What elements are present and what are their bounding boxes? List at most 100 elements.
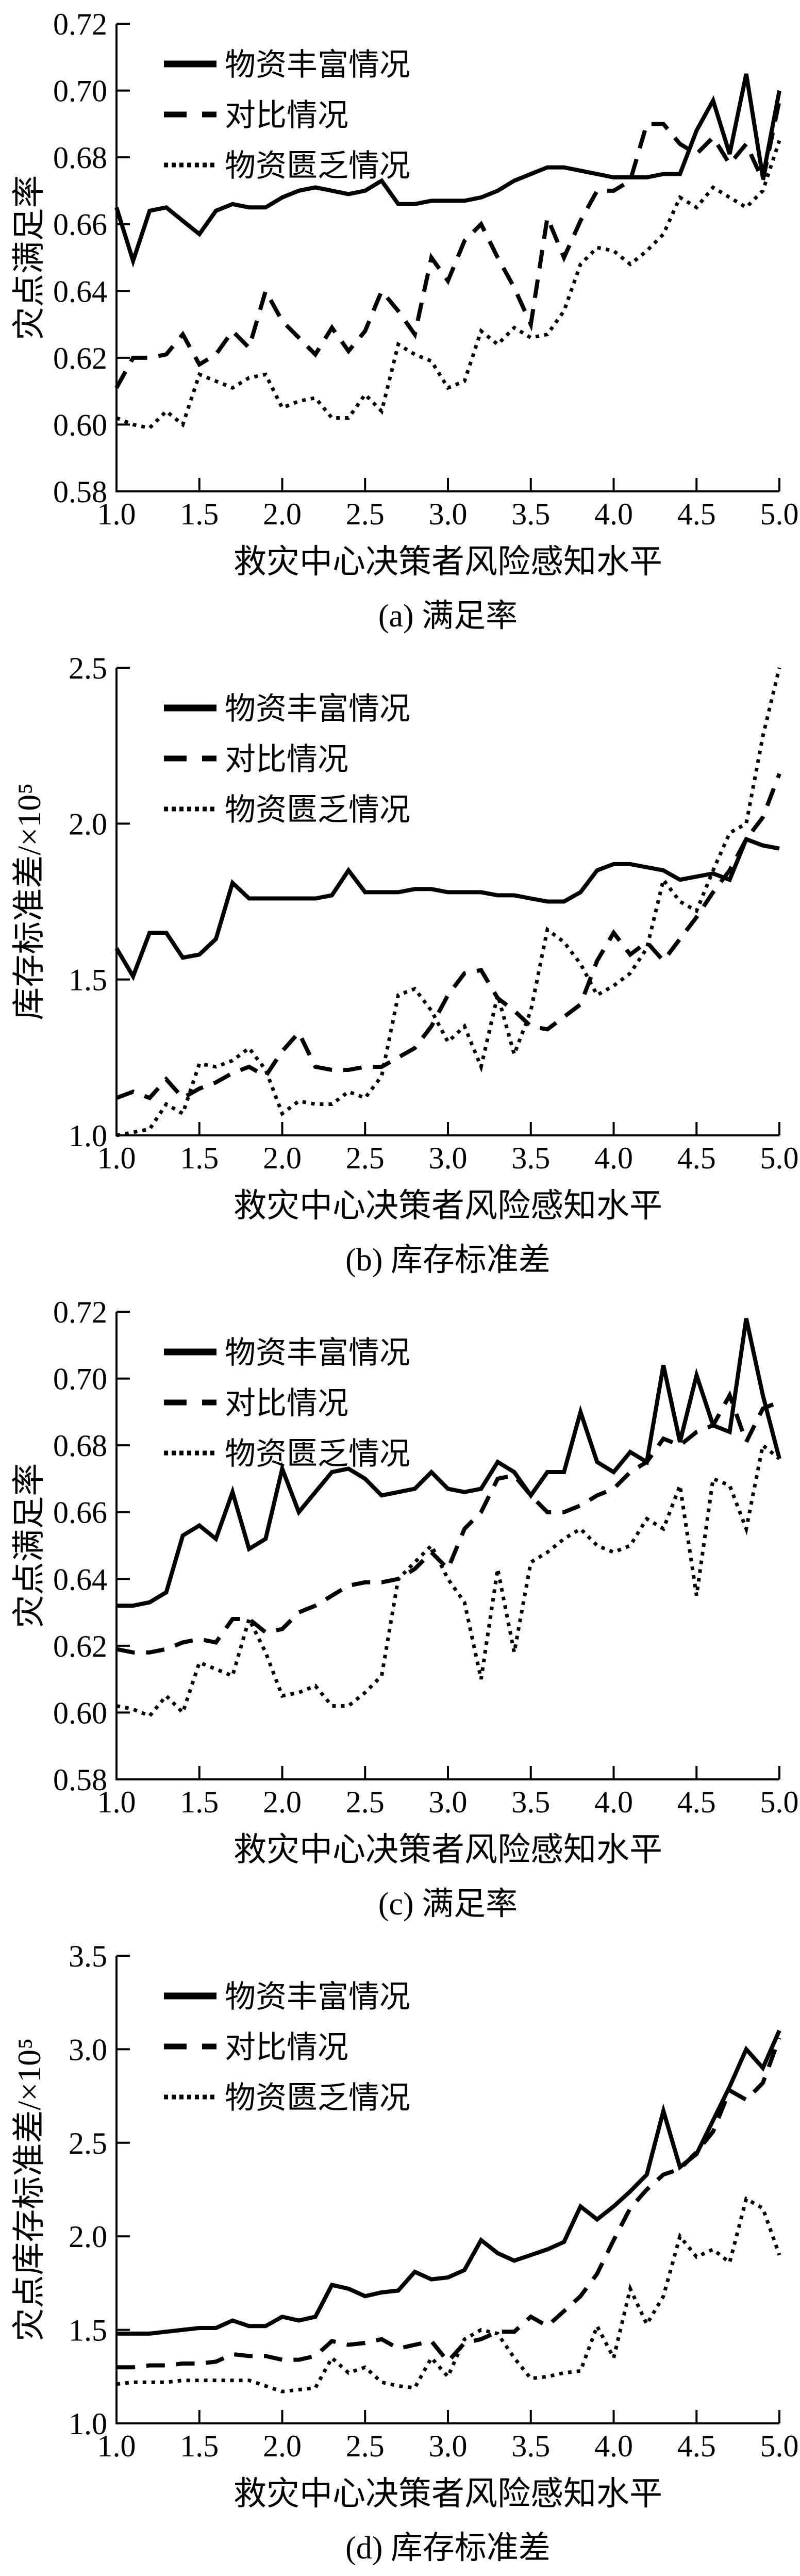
- y-tick-label: 1.5: [69, 963, 107, 997]
- chart-a-block: 0.58 0.60 0.62 0.64 0.66 0.68 0.70 0.72 1.0 1.5 2.…: [0, 0, 800, 644]
- x-tick-label: 5.0: [760, 2429, 799, 2463]
- y-tick-label: 0.58: [53, 1763, 107, 1797]
- x-tick-label: 3.5: [511, 1141, 550, 1175]
- x-axis-label: 救灾中心决策者风险感知水平: [234, 1831, 662, 1868]
- series-line-solid: [114, 73, 781, 268]
- series-line-dotted: [115, 140, 781, 430]
- y-tick-label: 2.5: [69, 2126, 107, 2160]
- y-tick-label: 0.70: [53, 74, 107, 108]
- x-tick-label: 1.5: [180, 1785, 219, 1819]
- x-tick-label: 1.0: [97, 1785, 136, 1819]
- y-tick-label: 0.72: [53, 1295, 107, 1329]
- series-line-solid: [114, 836, 780, 981]
- legend-label: 物资丰富情况: [225, 48, 410, 82]
- axis-spines: [115, 24, 779, 492]
- x-tick-label: 4.5: [677, 497, 716, 531]
- x-tick-label: 5.0: [760, 497, 799, 531]
- x-tick-label: 1.5: [180, 497, 219, 531]
- axis-spines: [115, 1312, 779, 1780]
- series-line-dashed: [114, 100, 781, 389]
- y-tick-label: 2.5: [69, 651, 107, 685]
- x-tick-label: 4.5: [677, 1785, 716, 1819]
- series-line-dashed: [116, 2037, 781, 2370]
- x-tick-label: 3.5: [511, 2429, 550, 2463]
- y-tick-label: 0.70: [53, 1362, 107, 1396]
- x-tick-label: 4.0: [594, 1785, 633, 1819]
- chart-c-block: 0.58 0.60 0.62 0.64 0.66 0.68 0.70 0.72 1.0 1.5 2.…: [0, 1288, 800, 1932]
- x-tick-label: 5.0: [760, 1785, 799, 1819]
- chart-a-canvas: 0.58 0.60 0.62 0.64 0.66 0.68 0.70 0.72 1.0 1.5 2.…: [11, 7, 799, 634]
- axis-spines: [115, 1956, 779, 2424]
- series-line-dotted: [116, 667, 781, 1137]
- x-tick-label: 4.5: [677, 1141, 716, 1175]
- y-tick-label: 0.64: [53, 1562, 107, 1596]
- x-tick-label: 2.5: [346, 497, 385, 531]
- legend-label: 物资丰富情况: [225, 692, 410, 726]
- legend-label: 物资匮乏情况: [225, 793, 410, 827]
- series-line-dashed: [116, 1390, 780, 1655]
- x-tick-label: 3.0: [429, 1785, 468, 1819]
- y-tick-label: 0.64: [53, 274, 107, 308]
- chart-caption: (c) 满足率: [378, 1887, 518, 1922]
- legend-label: 对比情况: [225, 1386, 348, 1421]
- chart-d-block: 1.0 1.5 2.0 2.5 3.0 3.5 1.0 1.5 2.0 2.5 3.0 3.5 4.0 4…: [0, 1932, 800, 2576]
- x-tick-label: 1.5: [180, 2429, 219, 2463]
- x-tick-label: 2.5: [346, 1141, 385, 1175]
- y-axis-label: 灾点满足率: [11, 1463, 47, 1628]
- legend-label: 物资匮乏情况: [225, 2081, 410, 2115]
- x-tick-label: 2.0: [263, 1785, 302, 1819]
- y-tick-label: 0.72: [53, 7, 107, 41]
- x-tick-label: 4.0: [594, 1141, 633, 1175]
- legend-label: 对比情况: [225, 98, 348, 133]
- x-tick-label: 3.0: [429, 497, 468, 531]
- y-tick-label: 0.60: [53, 1696, 107, 1730]
- series-line-dashed: [115, 773, 781, 1101]
- y-tick-label: 0.66: [53, 208, 107, 242]
- chart-caption: (d) 库存标准差: [345, 2531, 551, 2566]
- chart-d-canvas: 1.0 1.5 2.0 2.5 3.0 3.5 1.0 1.5 2.0 2.5 3.0 3.5 4.0 4…: [11, 1939, 799, 2566]
- y-tick-label: 1.0: [69, 1119, 107, 1153]
- x-tick-label: 2.0: [263, 2429, 302, 2463]
- y-tick-label: 0.68: [53, 141, 107, 175]
- y-tick-label: 0.60: [53, 408, 107, 442]
- y-tick-label: 0.62: [53, 341, 107, 375]
- x-tick-label: 3.0: [429, 2429, 468, 2463]
- legend-label: 对比情况: [225, 2030, 348, 2065]
- x-tick-label: 3.0: [429, 1141, 468, 1175]
- x-tick-label: 3.5: [511, 1785, 550, 1819]
- series-line-solid: [116, 2029, 781, 2336]
- y-tick-label: 3.5: [69, 1939, 107, 1973]
- x-tick-label: 2.5: [346, 2429, 385, 2463]
- x-tick-label: 1.0: [97, 497, 136, 531]
- legend-label: 物资丰富情况: [225, 1336, 410, 1370]
- y-tick-label: 2.0: [69, 807, 107, 841]
- x-tick-label: 1.0: [97, 2429, 136, 2463]
- chart-caption: (a) 满足率: [378, 599, 518, 634]
- y-axis-label: 灾点满足率: [11, 175, 47, 340]
- x-tick-label: 1.0: [97, 1141, 136, 1175]
- legend-label: 物资匮乏情况: [225, 149, 410, 183]
- y-tick-label: 3.0: [69, 2033, 107, 2067]
- x-tick-label: 4.0: [594, 2429, 633, 2463]
- y-tick-label: 0.58: [53, 475, 107, 509]
- x-tick-label: 4.0: [594, 497, 633, 531]
- legend-label: 对比情况: [225, 742, 348, 777]
- y-tick-label: 2.0: [69, 2220, 107, 2254]
- x-tick-label: 4.5: [677, 2429, 716, 2463]
- y-axis-label: 库存标准差/×10⁵: [11, 783, 47, 1020]
- legend-label: 物资丰富情况: [225, 1980, 410, 2014]
- x-tick-label: 5.0: [760, 1141, 799, 1175]
- x-tick-label: 3.5: [511, 497, 550, 531]
- x-axis-label: 救灾中心决策者风险感知水平: [234, 2475, 662, 2512]
- x-tick-label: 1.5: [180, 1141, 219, 1175]
- x-tick-label: 2.5: [346, 1785, 385, 1819]
- y-tick-label: 0.62: [53, 1629, 107, 1663]
- y-tick-label: 0.68: [53, 1429, 107, 1463]
- y-tick-label: 1.0: [69, 2407, 107, 2441]
- x-tick-label: 2.0: [263, 497, 302, 531]
- series-line-solid: [116, 1318, 781, 1608]
- chart-caption: (b) 库存标准差: [345, 1243, 551, 1278]
- chart-c-canvas: 0.58 0.60 0.62 0.64 0.66 0.68 0.70 0.72 1.0 1.5 2.…: [11, 1295, 799, 1922]
- chart-b-block: 1.0 1.5 2.0 2.5 1.0 1.5 2.0 2.5 3.0 3.5 4.0 4.5 5.0 库…: [0, 644, 800, 1288]
